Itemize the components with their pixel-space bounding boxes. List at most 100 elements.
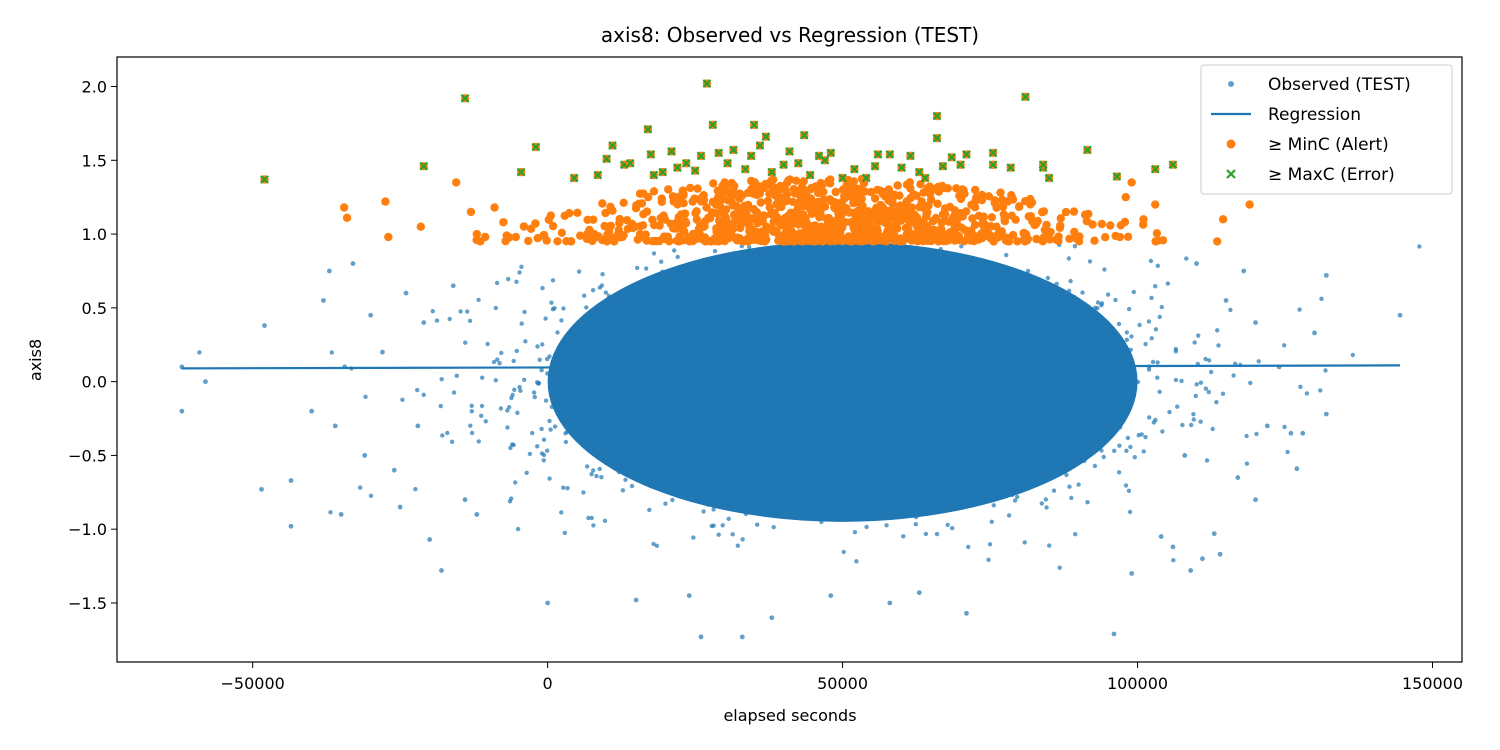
observed-point	[1139, 432, 1144, 437]
alert-point	[576, 231, 585, 240]
observed-point	[551, 399, 556, 405]
observed-point	[644, 266, 649, 271]
observed-point	[328, 510, 333, 515]
error-point	[569, 173, 579, 183]
observed-point	[1173, 349, 1179, 354]
alert-point	[999, 210, 1008, 219]
observed-point	[983, 270, 989, 275]
alert-point	[519, 222, 529, 231]
observed-point	[1191, 417, 1197, 422]
observed-point	[595, 382, 600, 387]
observed-point	[1111, 631, 1117, 637]
observed-point	[1206, 389, 1212, 395]
alert-point	[688, 197, 697, 206]
observed-point	[758, 263, 763, 268]
alert-point	[705, 214, 715, 223]
alert-point	[980, 220, 990, 229]
alert-point	[472, 229, 482, 239]
observed-point	[1064, 472, 1069, 478]
observed-point	[595, 337, 601, 342]
observed-point	[485, 341, 490, 347]
alert-point	[1218, 215, 1228, 224]
observed-point	[711, 523, 716, 528]
alert-point	[984, 192, 993, 201]
alert-point	[1158, 236, 1168, 245]
alert-point	[836, 236, 845, 245]
observed-point	[1092, 305, 1098, 310]
observed-point	[669, 470, 675, 475]
observed-point	[711, 507, 716, 512]
observed-point	[259, 486, 264, 492]
alert-point	[1090, 236, 1099, 245]
alert-point	[799, 201, 808, 211]
alert-point	[1052, 235, 1061, 244]
observed-point	[568, 394, 573, 399]
alert-point	[864, 211, 873, 221]
alert-point	[846, 217, 856, 227]
error-point	[419, 161, 429, 171]
observed-point	[758, 249, 763, 255]
observed-point	[1058, 316, 1064, 322]
series-error	[260, 79, 1178, 184]
alert-point	[986, 231, 995, 240]
observed-point	[579, 356, 584, 361]
observed-point	[1095, 354, 1100, 359]
observed-point	[1147, 415, 1152, 420]
observed-point	[1318, 388, 1323, 393]
observed-point	[585, 411, 590, 416]
observed-point	[438, 403, 443, 409]
observed-point	[474, 512, 480, 517]
observed-point	[621, 322, 626, 327]
observed-point	[1072, 294, 1077, 300]
legend-label: ≥ MaxC (Error)	[1268, 165, 1395, 185]
observed-point	[465, 309, 470, 314]
alert-point	[909, 210, 918, 219]
alert-point	[1151, 237, 1160, 246]
y-axis-label: axis8	[26, 339, 45, 381]
observed-point	[1192, 340, 1197, 345]
observed-point	[1264, 423, 1270, 429]
observed-point	[913, 522, 918, 527]
y-tick-label: −0.5	[68, 446, 107, 465]
observed-point	[559, 510, 564, 515]
observed-point	[549, 404, 554, 409]
observed-point	[1010, 492, 1015, 498]
observed-point	[532, 394, 537, 400]
observed-point	[1116, 470, 1122, 475]
observed-point	[633, 597, 639, 603]
observed-point	[575, 330, 581, 335]
observed-point	[1158, 534, 1164, 539]
alert-point	[872, 236, 881, 245]
alert-point	[677, 236, 686, 245]
observed-point	[476, 297, 481, 302]
error-point	[673, 163, 682, 173]
observed-point	[1076, 411, 1081, 416]
observed-point	[1248, 380, 1253, 386]
alert-point	[565, 209, 574, 218]
observed-point	[439, 377, 444, 382]
alert-point	[950, 206, 959, 215]
observed-point	[1350, 352, 1356, 358]
observed-point	[586, 401, 591, 407]
observed-point	[684, 281, 689, 286]
x-tick-label: −50000	[221, 674, 285, 693]
observed-point	[1025, 268, 1031, 274]
alert-point	[826, 175, 835, 184]
observed-point	[687, 275, 693, 280]
observed-point	[363, 394, 368, 399]
error-point	[956, 160, 965, 170]
observed-point	[1113, 405, 1119, 410]
observed-point	[584, 305, 589, 310]
observed-point	[1027, 296, 1032, 302]
observed-point	[1084, 342, 1090, 348]
observed-point	[988, 490, 994, 495]
error-point	[826, 148, 836, 158]
alert-point	[1106, 221, 1115, 230]
observed-point	[666, 480, 672, 485]
alert-point	[526, 224, 536, 233]
observed-point	[585, 420, 590, 426]
observed-point	[415, 387, 420, 393]
observed-point	[1155, 263, 1161, 268]
observed-point	[1092, 385, 1097, 391]
observed-point	[1079, 455, 1084, 460]
